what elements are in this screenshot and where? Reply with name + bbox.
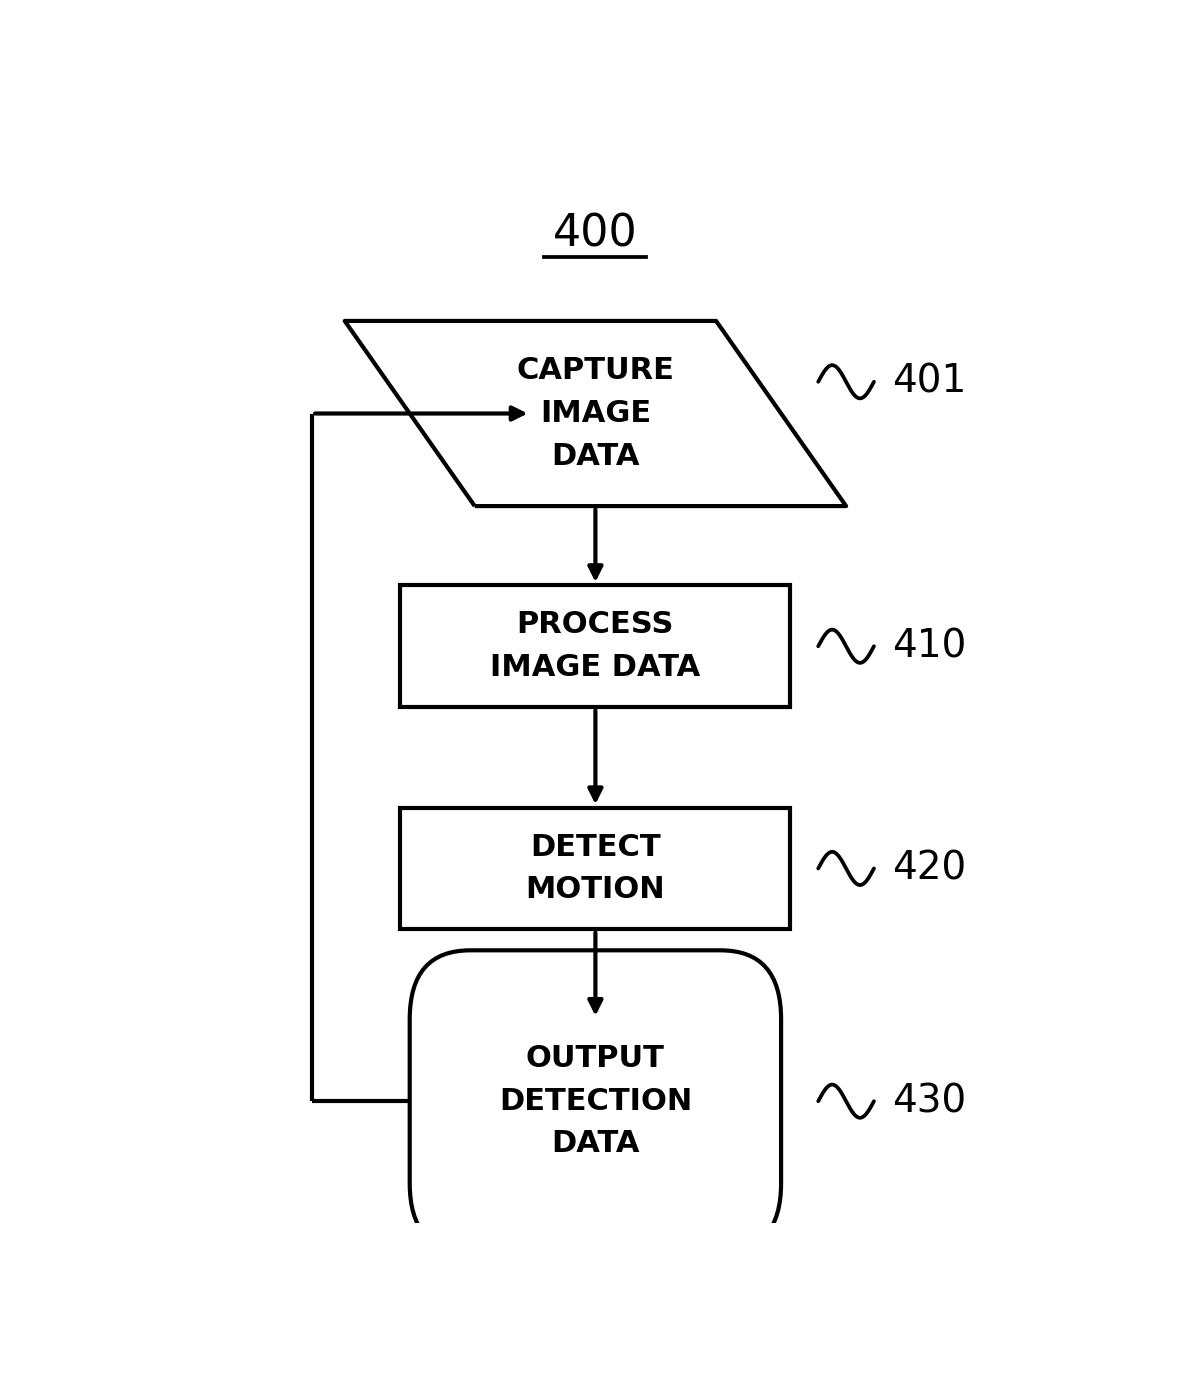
Text: 400: 400 bbox=[553, 212, 637, 256]
Text: 401: 401 bbox=[893, 363, 967, 401]
Polygon shape bbox=[345, 322, 846, 506]
Text: CAPTURE
IMAGE
DATA: CAPTURE IMAGE DATA bbox=[516, 356, 674, 471]
Text: DETECT
MOTION: DETECT MOTION bbox=[526, 833, 665, 904]
Text: 420: 420 bbox=[893, 849, 967, 888]
Text: PROCESS
IMAGE DATA: PROCESS IMAGE DATA bbox=[490, 610, 701, 682]
Text: OUTPUT
DETECTION
DATA: OUTPUT DETECTION DATA bbox=[498, 1044, 692, 1158]
FancyBboxPatch shape bbox=[410, 951, 781, 1252]
Bar bbox=[400, 585, 791, 708]
Text: 430: 430 bbox=[893, 1083, 967, 1120]
Text: 410: 410 bbox=[893, 628, 967, 665]
Bar bbox=[400, 808, 791, 929]
